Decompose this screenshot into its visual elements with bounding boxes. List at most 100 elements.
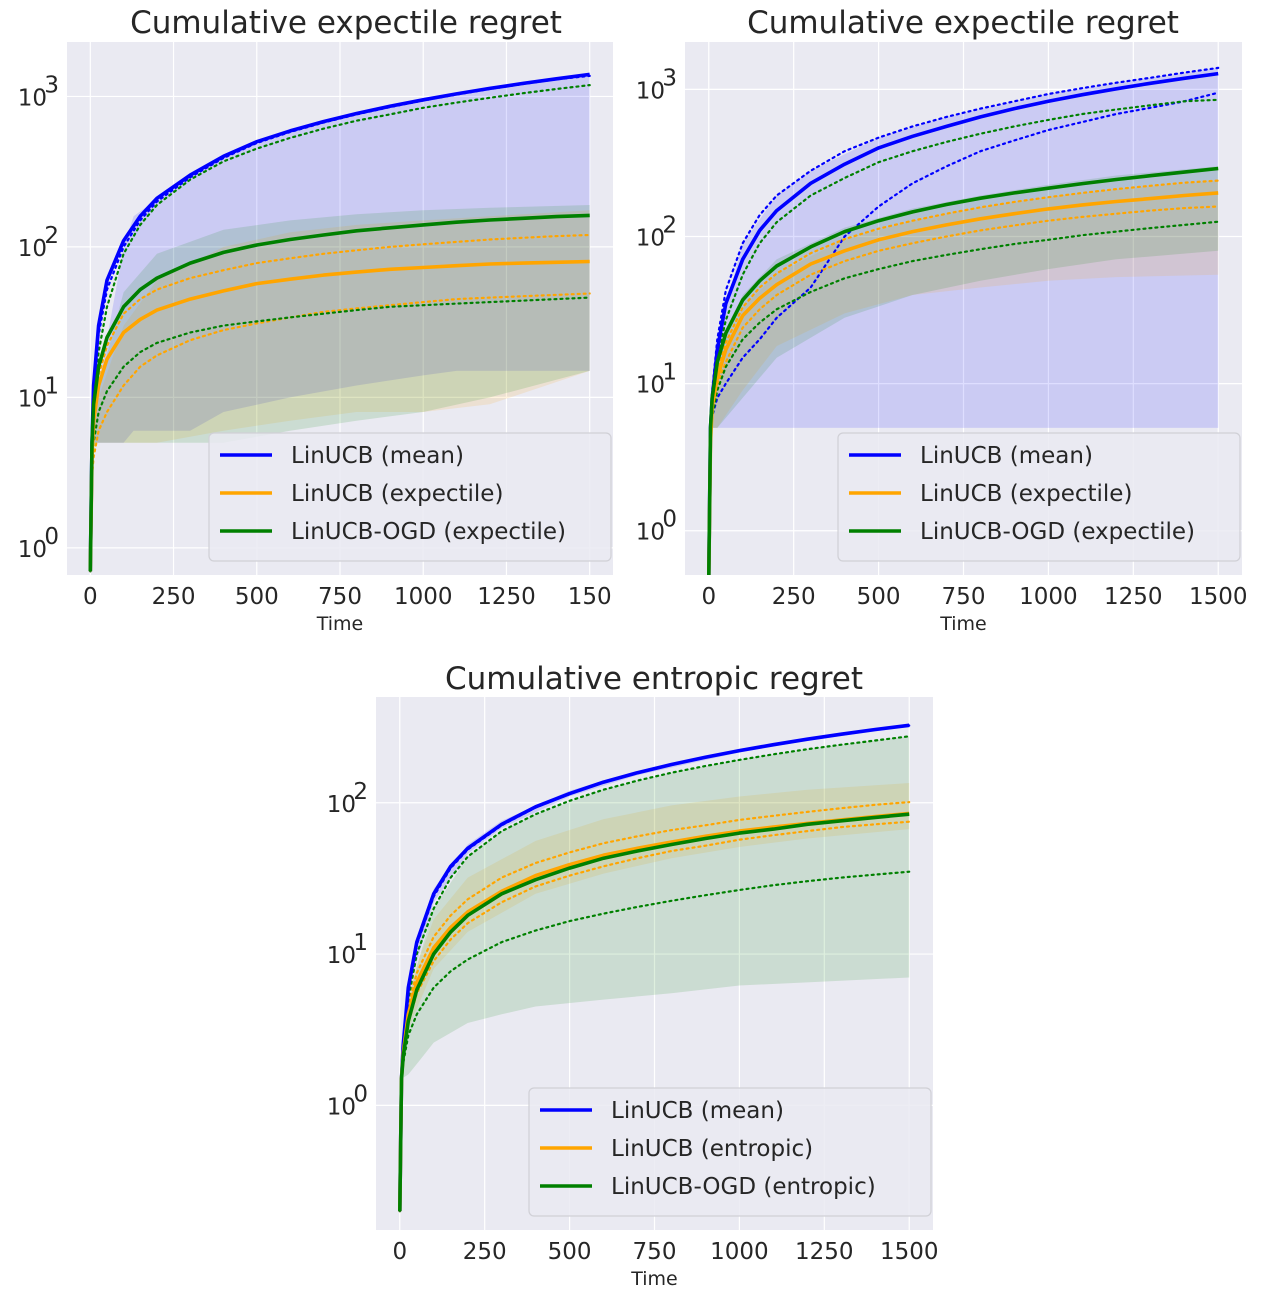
dotted-bound-line-4 — [89, 292, 591, 573]
legend-label: LinUCB-OGD (expectile) — [291, 519, 566, 545]
confidence-band-1 — [90, 74, 590, 572]
dotted-bound-line-2 — [398, 800, 911, 1213]
svg-text:10: 10 — [327, 792, 356, 818]
x-tick-label: 1000 — [1019, 584, 1078, 610]
x-tick-label: 1250 — [477, 584, 536, 610]
x-tick-label: 750 — [318, 584, 362, 610]
svg-text:0: 0 — [662, 507, 677, 533]
svg-text:2: 2 — [44, 223, 59, 249]
series-line-2 — [707, 191, 1219, 575]
series-line-3 — [707, 166, 1219, 575]
svg-text:3: 3 — [662, 65, 677, 91]
x-axis-label: Time — [939, 613, 987, 635]
dotted-bound-line-3 — [89, 233, 591, 573]
svg-text:10: 10 — [327, 1094, 356, 1120]
y-tick-label: 101 — [18, 373, 59, 412]
svg-text:2: 2 — [662, 213, 677, 239]
y-tick-label: 100 — [636, 507, 677, 546]
series-line-2 — [88, 259, 590, 572]
legend-label: LinUCB (mean) — [611, 1098, 784, 1124]
x-tick-label: 1500 — [880, 1239, 939, 1265]
series-line-1 — [707, 71, 1219, 575]
dotted-bound-line-4 — [707, 205, 1220, 575]
svg-text:10: 10 — [18, 85, 47, 111]
legend-label: LinUCB-OGD (expectile) — [920, 519, 1195, 545]
plot-content — [398, 723, 911, 1213]
svg-text:0: 0 — [353, 1081, 368, 1107]
y-tick-label: 100 — [18, 524, 59, 563]
x-tick-label: 1000 — [710, 1239, 769, 1265]
y-tick-label: 102 — [18, 223, 59, 262]
chart-title: Cumulative expectile regret — [747, 5, 1179, 41]
svg-text:1: 1 — [44, 373, 59, 399]
legend: LinUCB (mean) LinUCB (expectile) LinUCB-OG… — [837, 432, 1241, 562]
y-tick-label: 101 — [327, 930, 368, 969]
x-tick-label: 500 — [548, 1239, 592, 1265]
y-tick-label: 100 — [327, 1081, 368, 1120]
x-tick-label: 250 — [152, 584, 196, 610]
x-tick-label: 1000 — [394, 584, 453, 610]
svg-text:2: 2 — [353, 779, 368, 805]
x-tick-label: 500 — [857, 584, 901, 610]
x-tick-label: 750 — [942, 584, 986, 610]
confidence-band-2 — [708, 180, 1219, 575]
x-axis-label: Time — [630, 1268, 678, 1290]
y-tick-label: 102 — [327, 779, 368, 818]
chart-title: Cumulative expectile regret — [130, 5, 562, 41]
svg-text:1: 1 — [662, 360, 677, 386]
dotted-bound-line-6 — [707, 220, 1220, 575]
svg-text:0: 0 — [44, 524, 59, 550]
legend-label: LinUCB-OGD (entropic) — [611, 1174, 876, 1200]
dotted-bound-line-3 — [707, 179, 1220, 575]
svg-text:10: 10 — [327, 943, 356, 969]
svg-text:10: 10 — [18, 537, 47, 563]
legend-label: LinUCB (mean) — [291, 443, 464, 469]
confidence-band-3 — [90, 205, 590, 572]
confidence-band-2 — [90, 210, 590, 572]
x-tick-label: 1500 — [1189, 584, 1248, 610]
dotted-bound-line-5 — [89, 83, 591, 573]
dotted-bound-line-4 — [398, 735, 911, 1213]
series-line-1 — [88, 72, 590, 572]
x-tick-label: 0 — [83, 584, 98, 610]
svg-text:10: 10 — [18, 236, 47, 262]
legend: LinUCB (mean) LinUCB (entropic) LinUCB-OGD… — [528, 1087, 932, 1217]
svg-text:1: 1 — [353, 930, 368, 956]
y-tick-label: 103 — [636, 65, 677, 104]
svg-text:10: 10 — [636, 520, 665, 546]
legend-box — [528, 1087, 932, 1217]
svg-text:10: 10 — [18, 386, 47, 412]
legend-label: LinUCB (entropic) — [611, 1136, 813, 1162]
x-tick-label: 0 — [392, 1239, 407, 1265]
x-tick-label: 0 — [701, 584, 716, 610]
x-tick-label: 150 — [568, 584, 612, 610]
x-tick-label: 250 — [463, 1239, 507, 1265]
plot-content — [88, 72, 591, 573]
x-tick-label: 1250 — [1104, 584, 1163, 610]
series-line-3 — [398, 812, 910, 1212]
legend-box — [208, 432, 612, 562]
x-tick-label: 500 — [235, 584, 279, 610]
x-axis-label: Time — [316, 613, 364, 635]
series-line-3 — [88, 213, 590, 572]
svg-text:3: 3 — [44, 72, 59, 98]
confidence-band-3 — [708, 166, 1219, 575]
svg-text:10: 10 — [636, 373, 665, 399]
dotted-bound-line-1 — [707, 66, 1220, 575]
chart-title: Cumulative entropic regret — [445, 661, 863, 697]
series-line-1 — [398, 723, 910, 1212]
legend-box — [837, 432, 1241, 562]
y-tick-label: 103 — [18, 72, 59, 111]
svg-text:10: 10 — [636, 226, 665, 252]
legend-label: LinUCB (expectile) — [291, 481, 503, 507]
confidence-band-3 — [399, 736, 910, 1212]
y-tick-label: 101 — [636, 360, 677, 399]
x-tick-label: 250 — [772, 584, 816, 610]
legend: LinUCB (mean) LinUCB (expectile) LinUCB-OG… — [208, 432, 612, 562]
legend-label: LinUCB (mean) — [920, 443, 1093, 469]
x-tick-label: 1250 — [795, 1239, 854, 1265]
